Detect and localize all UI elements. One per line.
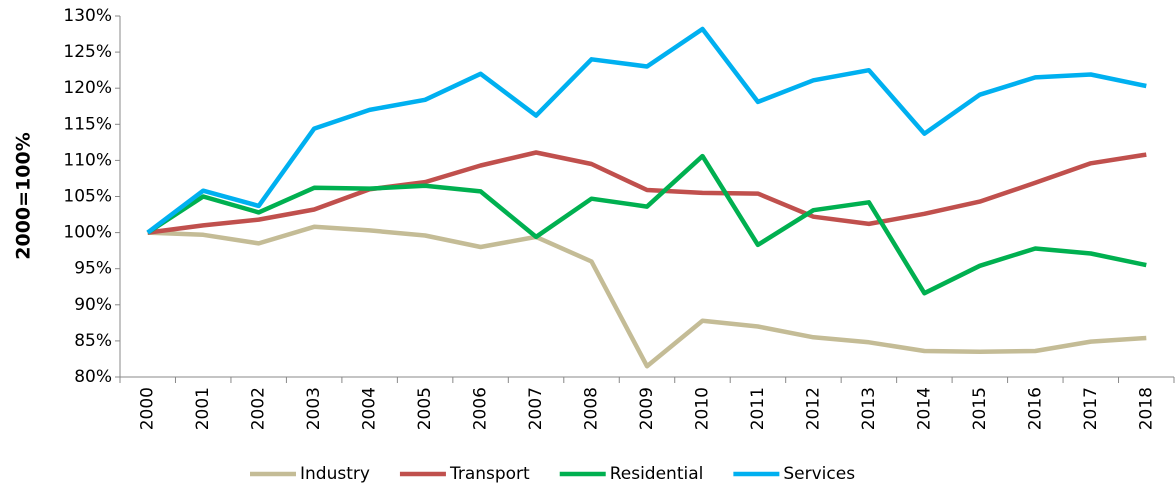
x-tick-label: 2007	[526, 387, 546, 430]
series-line	[146, 153, 1147, 296]
x-tick-label: 2017	[1081, 387, 1101, 430]
x-tick-label: 2004	[360, 387, 380, 430]
legend-label: Services	[783, 464, 855, 484]
x-tick-label: 2000	[138, 387, 158, 430]
legend-label: Industry	[300, 464, 370, 484]
y-tick-label: 120%	[63, 78, 112, 98]
series-line	[146, 26, 1147, 235]
series-line	[147, 150, 1147, 235]
y-tick-label: 125%	[63, 42, 112, 62]
y-tick-label: 100%	[63, 223, 112, 243]
y-tick-label: 80%	[74, 367, 112, 387]
x-tick-label: 2010	[692, 387, 712, 430]
x-tick-label: 2002	[249, 387, 269, 430]
series-line	[147, 224, 1147, 369]
y-tick-label: 95%	[74, 259, 112, 279]
x-tick-label: 2013	[859, 387, 879, 430]
x-tick-label: 2014	[914, 387, 934, 430]
x-tick-label: 2001	[193, 387, 213, 430]
x-tick-label: 2009	[637, 387, 657, 430]
x-tick-label: 2016	[1025, 387, 1045, 430]
x-tick-label: 2005	[415, 387, 435, 430]
y-axis-label: 2000=100%	[13, 132, 35, 260]
y-tick-label: 85%	[74, 331, 112, 351]
legend-label: Residential	[610, 464, 704, 484]
x-tick-label: 2018	[1136, 387, 1156, 430]
x-tick-label: 2008	[582, 387, 602, 430]
legend-label: Transport	[449, 464, 530, 484]
x-tick-label: 2006	[471, 387, 491, 430]
y-tick-label: 90%	[74, 295, 112, 315]
x-tick-label: 2003	[304, 387, 324, 430]
x-tick-label: 2012	[803, 387, 823, 430]
x-tick-label: 2015	[970, 387, 990, 430]
x-tick-label: 2011	[748, 387, 768, 430]
y-tick-label: 105%	[63, 187, 112, 207]
y-tick-label: 115%	[63, 114, 112, 134]
y-tick-label: 130%	[63, 6, 112, 26]
y-tick-label: 110%	[63, 150, 112, 170]
